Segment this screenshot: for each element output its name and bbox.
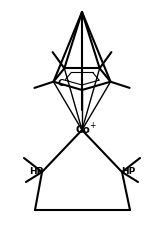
Text: HP: HP bbox=[121, 168, 135, 176]
Text: HP: HP bbox=[29, 168, 43, 176]
Text: +: + bbox=[89, 121, 95, 130]
Text: Co: Co bbox=[76, 125, 90, 135]
Text: -: - bbox=[66, 78, 69, 84]
Text: C: C bbox=[57, 79, 64, 88]
